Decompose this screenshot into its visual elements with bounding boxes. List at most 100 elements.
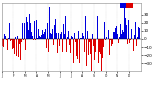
Bar (124, 7, 125, 39)
Bar (57, 39, 58, 53)
Bar (65, 39, 66, 44)
Bar (47, 23, 48, 39)
Bar (8, 38, 9, 39)
Bar (10, 39, 11, 41)
Bar (11, 39, 12, 40)
Bar (78, 31, 79, 39)
Bar (52, 29, 53, 39)
Bar (53, 39, 54, 45)
Bar (98, 39, 99, 63)
Bar (105, 39, 106, 40)
Bar (17, 36, 18, 39)
Bar (73, 39, 74, 63)
Bar (130, 39, 131, 40)
Bar (44, 32, 45, 39)
Bar (50, 33, 51, 39)
Bar (134, 35, 135, 39)
Bar (3, 39, 4, 47)
Bar (112, 39, 113, 45)
Bar (34, 21, 35, 39)
Bar (46, 39, 47, 48)
Bar (36, 20, 37, 39)
Bar (39, 36, 40, 39)
Bar (121, 34, 122, 39)
Bar (76, 39, 77, 42)
Bar (136, 39, 137, 46)
Bar (89, 39, 90, 42)
Bar (33, 39, 34, 40)
Bar (49, 7, 50, 39)
Bar (83, 36, 84, 39)
Bar (59, 33, 60, 39)
Bar (91, 39, 92, 71)
Bar (88, 39, 89, 55)
Bar (27, 22, 28, 39)
Bar (120, 3, 126, 8)
Bar (85, 15, 86, 39)
Bar (15, 39, 16, 55)
Bar (56, 33, 57, 39)
Bar (29, 14, 30, 39)
Bar (58, 33, 59, 39)
Bar (135, 22, 136, 39)
Bar (63, 24, 64, 39)
Bar (5, 36, 6, 39)
Bar (51, 39, 52, 55)
Bar (100, 39, 101, 54)
Bar (115, 28, 116, 39)
Bar (25, 39, 26, 50)
Bar (110, 39, 111, 40)
Bar (72, 37, 73, 39)
Bar (4, 34, 5, 39)
Bar (84, 39, 85, 52)
Bar (38, 29, 39, 39)
Bar (94, 39, 95, 60)
Bar (118, 39, 119, 43)
Bar (35, 39, 36, 40)
Bar (2, 39, 3, 46)
Bar (9, 23, 10, 39)
Bar (95, 39, 96, 50)
Bar (79, 39, 80, 63)
Bar (106, 37, 107, 39)
Bar (129, 39, 130, 43)
Bar (18, 39, 19, 57)
Bar (45, 29, 46, 39)
Bar (125, 18, 126, 39)
Bar (109, 11, 110, 39)
Bar (40, 37, 41, 39)
Bar (113, 32, 114, 39)
Bar (87, 31, 88, 39)
Bar (90, 39, 91, 54)
Bar (71, 36, 72, 39)
Bar (116, 26, 117, 39)
Bar (12, 39, 13, 49)
Bar (111, 39, 112, 46)
Bar (126, 3, 133, 8)
Bar (31, 32, 32, 39)
Bar (138, 27, 139, 39)
Bar (26, 17, 27, 39)
Bar (13, 39, 14, 48)
Bar (69, 39, 70, 45)
Bar (37, 38, 38, 39)
Bar (75, 39, 76, 42)
Bar (54, 25, 55, 39)
Bar (68, 39, 69, 41)
Bar (122, 30, 123, 39)
Bar (28, 30, 29, 39)
Bar (19, 39, 20, 44)
Bar (114, 32, 115, 39)
Bar (7, 39, 8, 65)
Bar (48, 39, 49, 52)
Bar (61, 32, 62, 39)
Bar (86, 39, 87, 66)
Bar (123, 32, 124, 39)
Bar (67, 37, 68, 39)
Bar (22, 23, 23, 39)
Bar (21, 39, 22, 46)
Bar (97, 16, 98, 39)
Bar (20, 39, 21, 60)
Bar (81, 38, 82, 39)
Bar (101, 39, 102, 71)
